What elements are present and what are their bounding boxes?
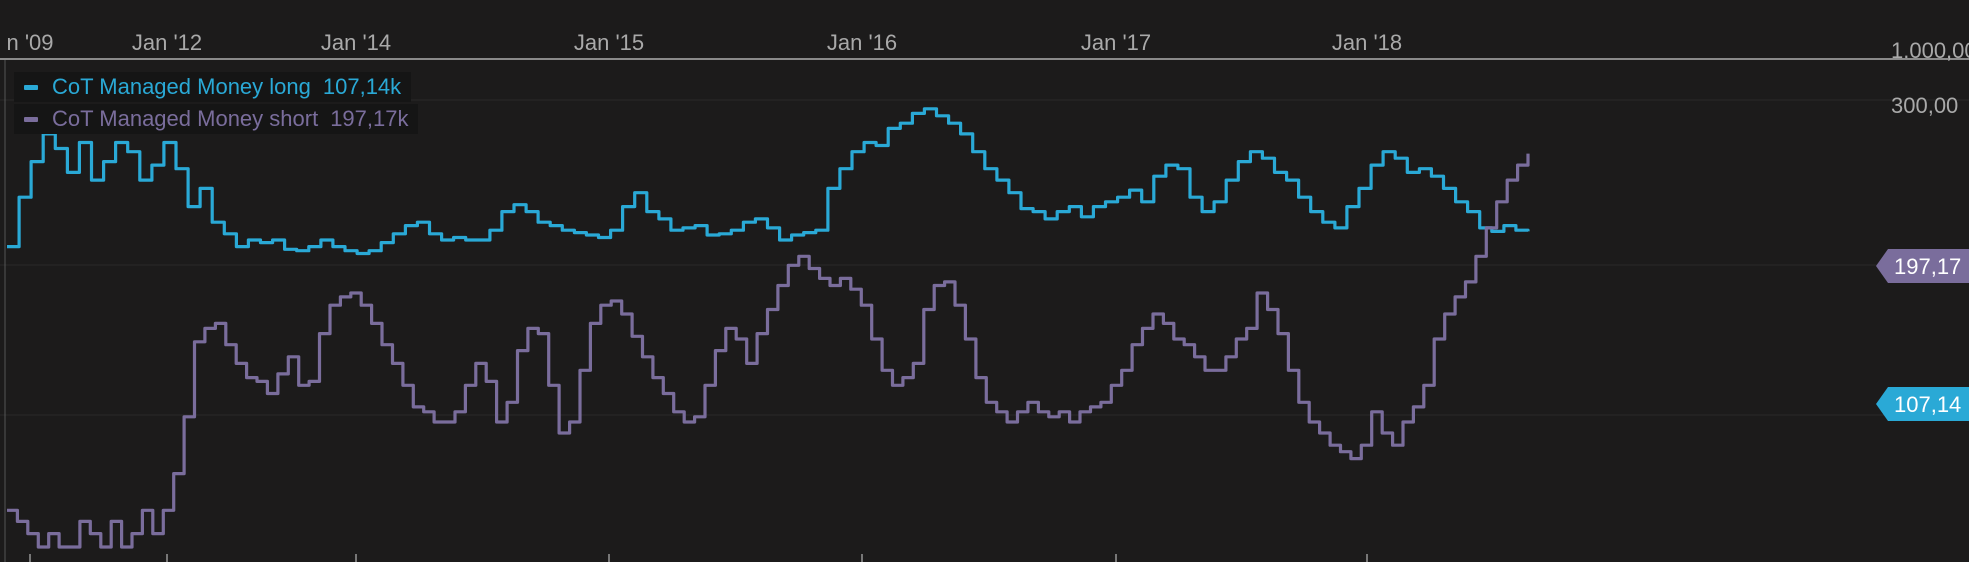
legend-value-long: 107,14k bbox=[322, 74, 402, 99]
legend-item-short[interactable]: CoT Managed Money short 197,17k bbox=[14, 104, 419, 134]
last-value-badge-0: 107,14 bbox=[1876, 387, 1969, 421]
legend: CoT Managed Money long 107,14k CoT Manag… bbox=[14, 72, 419, 136]
badge-label: 107,14 bbox=[1894, 392, 1961, 417]
x-axis-ticks: n '09 Jan '12 Jan '14 Jan '15 Jan '16 Jan '17… bbox=[6, 30, 1402, 562]
y-tick-label: 300,00 bbox=[1891, 93, 1958, 118]
x-tick-label: Jan '15 bbox=[574, 30, 644, 55]
last-value-badge-1: 197,17 bbox=[1876, 249, 1969, 283]
y-axis-ticks: 1.000,00 300,00 bbox=[1891, 38, 1969, 118]
legend-swatch-short bbox=[24, 116, 38, 122]
last-value-badges: 107,14 197,17 bbox=[1876, 249, 1969, 421]
legend-swatch-long bbox=[24, 84, 38, 90]
series-line-0 bbox=[7, 107, 1530, 256]
badge-label: 197,17 bbox=[1894, 254, 1961, 279]
y-tick-label: 1.000,00 bbox=[1891, 38, 1969, 63]
x-tick-label: Jan '16 bbox=[827, 30, 897, 55]
x-tick-label: Jan '18 bbox=[1332, 30, 1402, 55]
legend-label-short: CoT Managed Money short bbox=[52, 106, 319, 131]
legend-value-short: 197,17k bbox=[330, 106, 409, 131]
series-lines bbox=[7, 107, 1530, 549]
badge-shape bbox=[1876, 249, 1969, 283]
legend-item-long[interactable]: CoT Managed Money long 107,14k bbox=[14, 72, 412, 102]
badge-shape bbox=[1876, 387, 1969, 421]
x-tick-label: n '09 bbox=[6, 30, 53, 55]
legend-label-long: CoT Managed Money long bbox=[52, 74, 311, 99]
x-tick-label: Jan '17 bbox=[1081, 30, 1151, 55]
series-line-1 bbox=[7, 153, 1530, 549]
x-tick-label: Jan '14 bbox=[321, 30, 391, 55]
x-tick-label: Jan '12 bbox=[132, 30, 202, 55]
